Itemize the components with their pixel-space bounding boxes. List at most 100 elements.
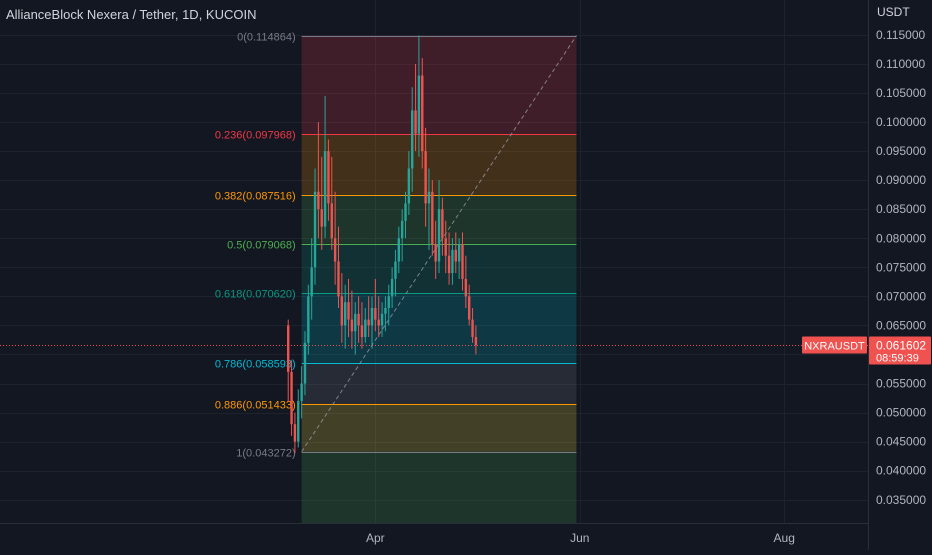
candle-body	[407, 168, 411, 204]
y-tick-label: 0.085000	[876, 202, 926, 216]
candle-body	[323, 151, 327, 227]
candle-body	[427, 191, 431, 204]
candle-body	[307, 296, 310, 343]
candle-body	[434, 244, 437, 262]
candle-body	[464, 278, 468, 297]
candle-body	[313, 191, 317, 268]
candle-body	[384, 307, 387, 314]
candle-body	[310, 267, 313, 297]
candle-body	[360, 325, 364, 338]
fib-level-label: 0(0.114864)	[237, 32, 296, 44]
candle-body	[457, 244, 461, 262]
candle-body	[340, 296, 344, 326]
candle-body	[377, 319, 380, 326]
fib-level-label: 0.886(0.051433)	[215, 400, 296, 412]
candle-body	[424, 151, 427, 204]
x-tick-label: Jun	[570, 531, 589, 545]
symbol-badge-box	[802, 336, 867, 354]
fib-level-label: 1(0.043272)	[236, 448, 295, 460]
y-tick-label: 0.110000	[876, 57, 925, 71]
fib-level-label: 0.618(0.070620)	[215, 289, 296, 301]
candle-body	[454, 249, 457, 262]
candle-body	[451, 249, 454, 274]
y-tick-label: 0.090000	[876, 173, 926, 187]
fib-trend-line-path[interactable]	[301, 35, 577, 452]
y-tick-label: 0.105000	[876, 86, 926, 100]
fib-level-label: 0.786(0.058593)	[215, 359, 296, 371]
candle-body	[400, 220, 404, 239]
candle-body	[441, 209, 444, 239]
candle-body	[437, 209, 441, 262]
y-tick-label: 0.095000	[876, 144, 926, 158]
y-tick-label: 0.055000	[876, 377, 926, 391]
y-tick-label: 0.100000	[876, 115, 926, 129]
candle-body	[414, 110, 417, 134]
fib-levels[interactable]: 0(0.114864) 0.236(0.097968) 0.382(0.087516…	[215, 32, 577, 460]
symbol-badge-label: NXRAUSDT	[804, 341, 865, 353]
candle-body	[327, 151, 330, 204]
fib-zone	[301, 404, 577, 452]
fib-level-label: 0.236(0.097968)	[215, 130, 296, 142]
candle-body	[354, 313, 357, 332]
y-tick-label: 0.065000	[876, 318, 926, 332]
price-tag-box	[869, 336, 931, 365]
candle-body	[394, 261, 397, 279]
fib-zone	[301, 362, 577, 405]
candle-body	[417, 75, 421, 134]
y-tick-label: 0.115000	[876, 28, 925, 42]
candle-body	[397, 238, 401, 262]
candle-body	[374, 307, 377, 320]
candle-body	[357, 313, 360, 326]
price-axis[interactable]: 0.115000 0.110000 0.105000 0.100000 0.095000…	[876, 28, 926, 507]
candle-body	[421, 75, 424, 152]
y-tick-label: 0.035000	[876, 493, 926, 507]
y-tick-label: 0.045000	[876, 435, 926, 449]
candle-body	[330, 203, 333, 239]
y-tick-label: 0.050000	[876, 406, 926, 420]
candle-body	[471, 319, 474, 338]
candle-body	[337, 261, 340, 297]
currency-label: USDT	[877, 5, 910, 19]
fib-zone	[301, 451, 577, 523]
candle-body	[293, 424, 297, 442]
candle-body	[367, 319, 370, 326]
candle-body	[444, 238, 447, 256]
candle-body	[287, 325, 290, 372]
candle-body	[447, 255, 451, 274]
candle-body	[350, 319, 354, 332]
candle-body	[474, 337, 478, 346]
candle-body	[461, 244, 464, 279]
price-tag-value: 0.061602	[876, 339, 926, 353]
x-tick-label: Aug	[774, 531, 795, 545]
y-tick-label: 0.075000	[876, 260, 926, 274]
candle-body	[380, 313, 384, 326]
symbol-title: AllianceBlock Nexera / Tether, 1D, KUCOI…	[6, 7, 257, 22]
fib-zone	[301, 35, 577, 134]
candle-body	[390, 278, 394, 297]
candle-body	[290, 371, 293, 425]
candle-body	[320, 209, 323, 227]
candle-body	[431, 191, 434, 245]
price-tag-countdown: 08:59:39	[876, 353, 919, 365]
fib-zones	[301, 35, 577, 523]
candles	[287, 35, 478, 454]
candle-body	[300, 383, 303, 401]
y-tick-label: 0.080000	[876, 231, 926, 245]
candle-body	[404, 203, 407, 221]
fib-level-label: 0.382(0.087516)	[215, 191, 296, 203]
candle-body	[333, 238, 337, 262]
time-axis[interactable]: Apr Jun Aug	[366, 531, 795, 545]
y-tick-label: 0.070000	[876, 289, 926, 303]
candle-body	[364, 319, 367, 338]
fib-trend-line[interactable]	[301, 35, 577, 452]
candle-body	[343, 302, 347, 326]
candle-body	[370, 307, 374, 326]
x-tick-label: Apr	[366, 531, 385, 545]
candle-body	[303, 342, 307, 384]
candle-body	[411, 110, 414, 169]
candle-body	[297, 400, 300, 442]
